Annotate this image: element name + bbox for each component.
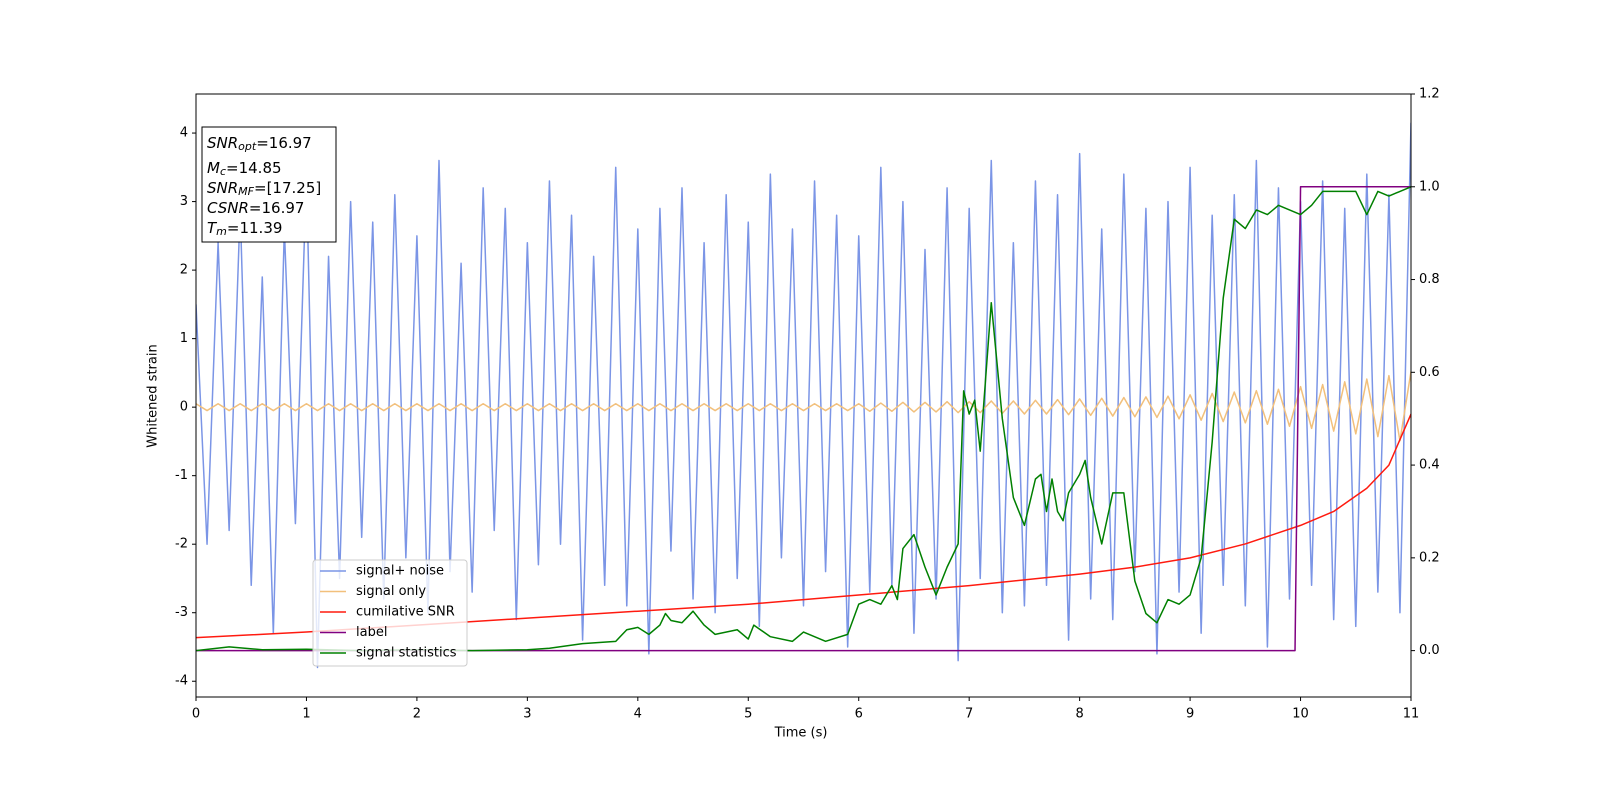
annotation-text: Mc=14.85	[207, 159, 282, 179]
y-tick-label: 3	[180, 194, 188, 209]
legend-label: label	[356, 625, 387, 640]
annotation-value: =16.97	[249, 199, 305, 217]
annotation-symbol: SNR	[207, 134, 238, 152]
legend-label: signal only	[356, 584, 426, 599]
series-line	[196, 371, 1411, 442]
x-tick-label: 7	[965, 707, 973, 722]
y-tick-label: -3	[175, 605, 188, 620]
plot-area	[196, 122, 1411, 669]
x-tick-label: 11	[1403, 707, 1420, 722]
annotation-value: =11.39	[227, 219, 283, 237]
y-tick-label: 0	[180, 400, 188, 415]
axes-frame	[195, 93, 1412, 698]
annotation-symbol: SNR	[207, 179, 238, 197]
series-line	[196, 413, 1411, 639]
annotation-text: Tm=11.39	[207, 219, 282, 239]
y2-tick-label: 0.8	[1419, 272, 1440, 287]
x-tick-label: 5	[744, 707, 752, 722]
x-tick-label: 9	[1186, 707, 1194, 722]
series-line	[196, 186, 1411, 652]
x-tick-label: 3	[523, 707, 531, 722]
x-tick-label: 2	[413, 707, 421, 722]
x-tick-label: 8	[1075, 707, 1083, 722]
y2-tick-label: 1.2	[1419, 87, 1440, 102]
y2-tick-label: 0.0	[1419, 643, 1440, 658]
y-tick-label: 2	[180, 263, 188, 278]
annotation-subscript: MF	[238, 185, 254, 198]
annotation-box	[201, 126, 337, 243]
annotation-symbol: CSNR	[207, 199, 249, 217]
annotation-symbol: M	[207, 159, 220, 177]
y-tick-label: 1	[180, 331, 188, 346]
series-line	[196, 122, 1411, 669]
x-tick-label: 0	[192, 707, 200, 722]
y2-tick-label: 0.6	[1419, 365, 1440, 380]
x-tick-label: 10	[1292, 707, 1309, 722]
annotation-subscript: opt	[238, 140, 257, 153]
legend-label: signal+ noise	[356, 564, 444, 579]
series-line	[196, 186, 1411, 652]
legend-box	[312, 559, 468, 667]
annotation-text: CSNR=16.97	[207, 199, 304, 217]
y2-tick-label: 0.4	[1419, 458, 1440, 473]
annotation-text: SNRopt=16.97	[207, 134, 312, 154]
y2-tick-label: 0.2	[1419, 550, 1440, 565]
annotation-symbol: T	[207, 219, 218, 237]
y-tick-label: -2	[175, 537, 188, 552]
annotation-value: =16.97	[256, 134, 312, 152]
legend-label: signal statistics	[356, 646, 457, 661]
y-tick-label: 4	[180, 126, 188, 141]
x-tick-label: 6	[855, 707, 863, 722]
annotation-subscript: m	[216, 225, 227, 238]
y-tick-label: -4	[175, 674, 188, 689]
y2-tick-label: 1.0	[1419, 179, 1440, 194]
annotation-value: =14.85	[226, 159, 282, 177]
annotation-text: SNRMF=[17.25]	[207, 179, 321, 199]
annotation-subscript: c	[220, 165, 226, 178]
x-axis-label: Time (s)	[774, 726, 828, 741]
legend-label: cumilative SNR	[356, 605, 455, 620]
x-tick-label: 4	[634, 707, 642, 722]
y-tick-label: -1	[175, 468, 188, 483]
y-axis-label: Whitened strain	[146, 344, 161, 447]
x-tick-label: 1	[302, 707, 310, 722]
annotation-value: =[17.25]	[254, 179, 321, 197]
